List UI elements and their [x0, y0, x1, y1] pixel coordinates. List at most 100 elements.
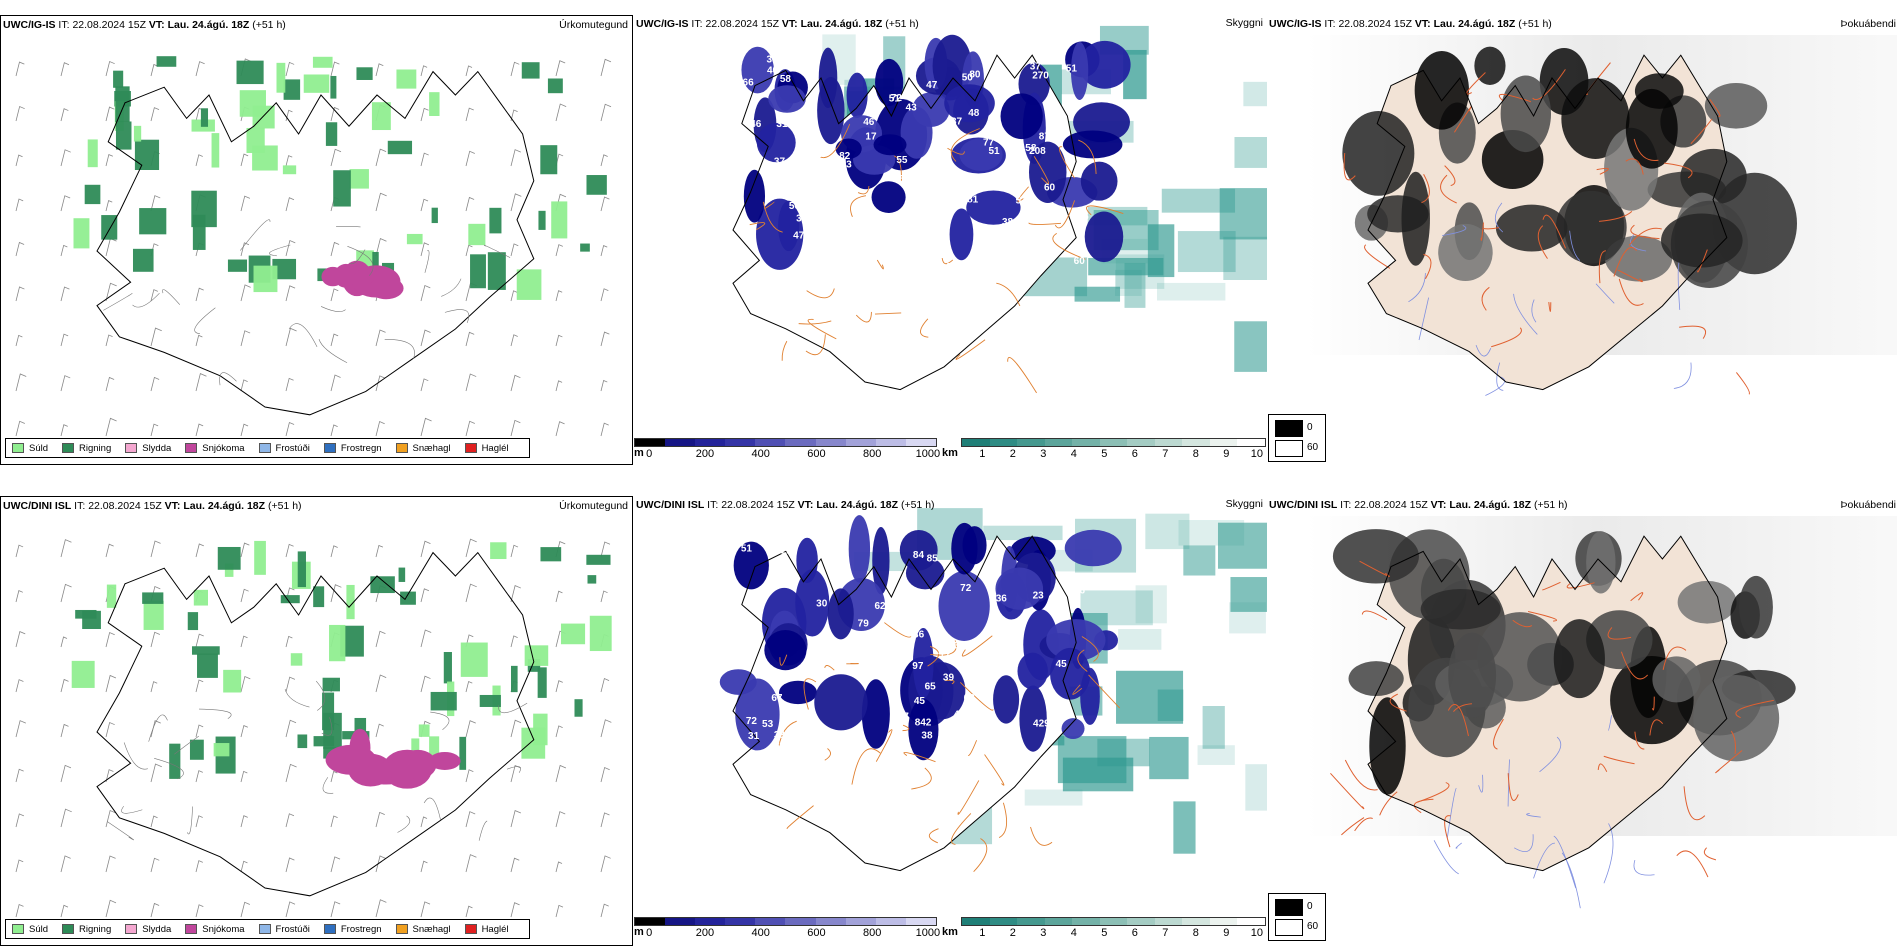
cloud-base-value: 281	[962, 194, 979, 205]
map-header: UWC/IG-IS IT: 22.08.2024 15Z VT: Lau. 24…	[1269, 18, 1552, 30]
fog-swatch-0	[1275, 420, 1303, 437]
colorbar-segment	[1127, 918, 1155, 925]
fog-swatch-60	[1275, 440, 1303, 457]
cloud-base-unit: m	[634, 926, 644, 938]
cloud-base-value: 37	[1030, 62, 1042, 73]
colorbar-segment	[989, 918, 1018, 925]
legend-label: Snæhagl	[412, 923, 451, 935]
legend-swatch	[395, 443, 408, 453]
cloud-base-value: 40	[767, 65, 779, 76]
colorbar-segment	[755, 918, 786, 925]
cloud-base-value: 58	[1025, 143, 1037, 154]
cloud-base-value: 42	[970, 277, 982, 288]
colorbar-tick: 9	[1223, 927, 1230, 939]
cloud-base-value: 51	[741, 543, 753, 554]
legend-item-snjókoma: Snjókoma	[185, 924, 245, 935]
legend-item-frostregn: Frostregn	[323, 443, 382, 454]
colorbar-segment	[665, 918, 696, 925]
map-header: UWC/DINI ISL IT: 22.08.2024 15Z VT: Lau.…	[1269, 499, 1568, 511]
cloud-base-value: 45	[971, 759, 983, 770]
colorbar-tick: 600	[807, 448, 826, 460]
colorbar-tick: 3	[1040, 927, 1047, 939]
colorbar-segment	[785, 918, 816, 925]
cloud-base-value: 72	[960, 583, 972, 594]
fog-index-legend-bottom: 0 60	[1268, 893, 1326, 941]
cloud-base-value: 31	[776, 119, 788, 130]
cloud-base-value: 31	[1058, 604, 1070, 615]
cloud-base-value: 58	[780, 74, 792, 85]
precip-type-map	[15, 56, 612, 437]
colorbar-segment	[1017, 918, 1045, 925]
cloud-base-value: 47	[793, 230, 805, 241]
colorbar-tick: 10	[1250, 927, 1263, 939]
cloud-base-value: 45	[766, 188, 778, 199]
legend-swatch	[12, 924, 24, 934]
cloud-base-value: 34	[1029, 211, 1041, 222]
legend-label: Slydda	[142, 923, 172, 935]
cloud-base-value: 51	[889, 94, 901, 105]
legend-swatch	[464, 443, 477, 453]
cloud-base-value: 36	[913, 630, 925, 641]
colorbar-segment	[1127, 439, 1155, 446]
cloud-base-value: 35	[903, 585, 915, 596]
legend-swatch	[323, 924, 336, 934]
colorbar-segment	[905, 918, 936, 925]
colorbar-segment	[635, 439, 666, 446]
fog-swatch-60	[1275, 919, 1303, 936]
legend-label: Súld	[29, 923, 49, 935]
colorbar-tick: 0	[646, 448, 653, 460]
cloud-base-value: 48	[734, 96, 746, 107]
legend-label: Slydda	[142, 442, 172, 454]
legend-swatch	[258, 443, 271, 453]
colorbar-tick: 1000	[915, 927, 941, 939]
colorbar-tick: 200	[695, 927, 715, 939]
cloud-base-value: 49	[806, 257, 818, 268]
colorbar-tick: 7	[1162, 927, 1169, 939]
legend-swatch	[395, 924, 408, 934]
colorbar-segment	[1072, 439, 1100, 446]
precip-type-legend: Súld Rigning Slydda Snjókoma Frostúði Frostre…	[5, 919, 530, 939]
cloud-base-value: 38	[1026, 258, 1038, 269]
cloud-base-value: 208	[1029, 146, 1046, 157]
colorbar-tick: 2	[1009, 448, 1016, 460]
cloud-base-value: 54	[977, 745, 989, 756]
colorbar-segment	[875, 439, 906, 446]
cloud-base-value: 36	[774, 741, 786, 752]
cloud-base-value: 37	[774, 157, 786, 168]
cloud-base-value: 56	[1074, 586, 1086, 597]
cloud-base-value: 584	[906, 182, 923, 193]
colorbar-tick: 8	[1192, 448, 1199, 460]
cloud-base-value: 57	[907, 249, 919, 260]
cloud-base-value: 27	[898, 712, 910, 723]
cloud-base-value: 33	[776, 60, 788, 71]
colorbar-tick: 6	[1131, 448, 1138, 460]
cloud-base-value: 43	[803, 661, 815, 672]
colorbar-segment	[1237, 439, 1266, 446]
cloud-base-value: 45	[914, 696, 926, 707]
cloud-base-value: 842	[915, 718, 932, 729]
colorbar-tick: 10	[1250, 448, 1263, 460]
legend-item-haglél: Haglél	[464, 443, 509, 454]
cloud-base-value: 46	[863, 117, 875, 128]
cloud-base-value: 62	[964, 693, 976, 704]
colorbar-segment	[695, 439, 726, 446]
colorbar-segment	[1154, 918, 1183, 925]
legend-label: Frostúði	[275, 442, 310, 454]
colorbar-segment	[905, 439, 936, 446]
fog-index-map	[1307, 516, 1897, 909]
cloud-base-value: 55	[896, 155, 908, 166]
cloud-base-value: 47	[1038, 212, 1050, 223]
legend-label: Frostúði	[275, 923, 310, 935]
legend-swatch	[12, 443, 24, 453]
cloud-base-value: 72	[891, 93, 903, 104]
colorbar-segment	[1044, 918, 1073, 925]
cloud-base-value: 43	[906, 103, 918, 114]
colorbar-segment	[962, 918, 990, 925]
legend-label: Rigning	[79, 442, 112, 454]
cloud-base-value: 59	[755, 271, 767, 282]
colorbar-segment	[695, 918, 726, 925]
cloud-base-panel-bottom: UWC/DINI ISL IT: 22.08.2024 15Z VT: Lau.…	[634, 496, 1267, 946]
colorbar-segment	[635, 918, 666, 925]
colorbar-tick: 8	[1192, 927, 1199, 939]
